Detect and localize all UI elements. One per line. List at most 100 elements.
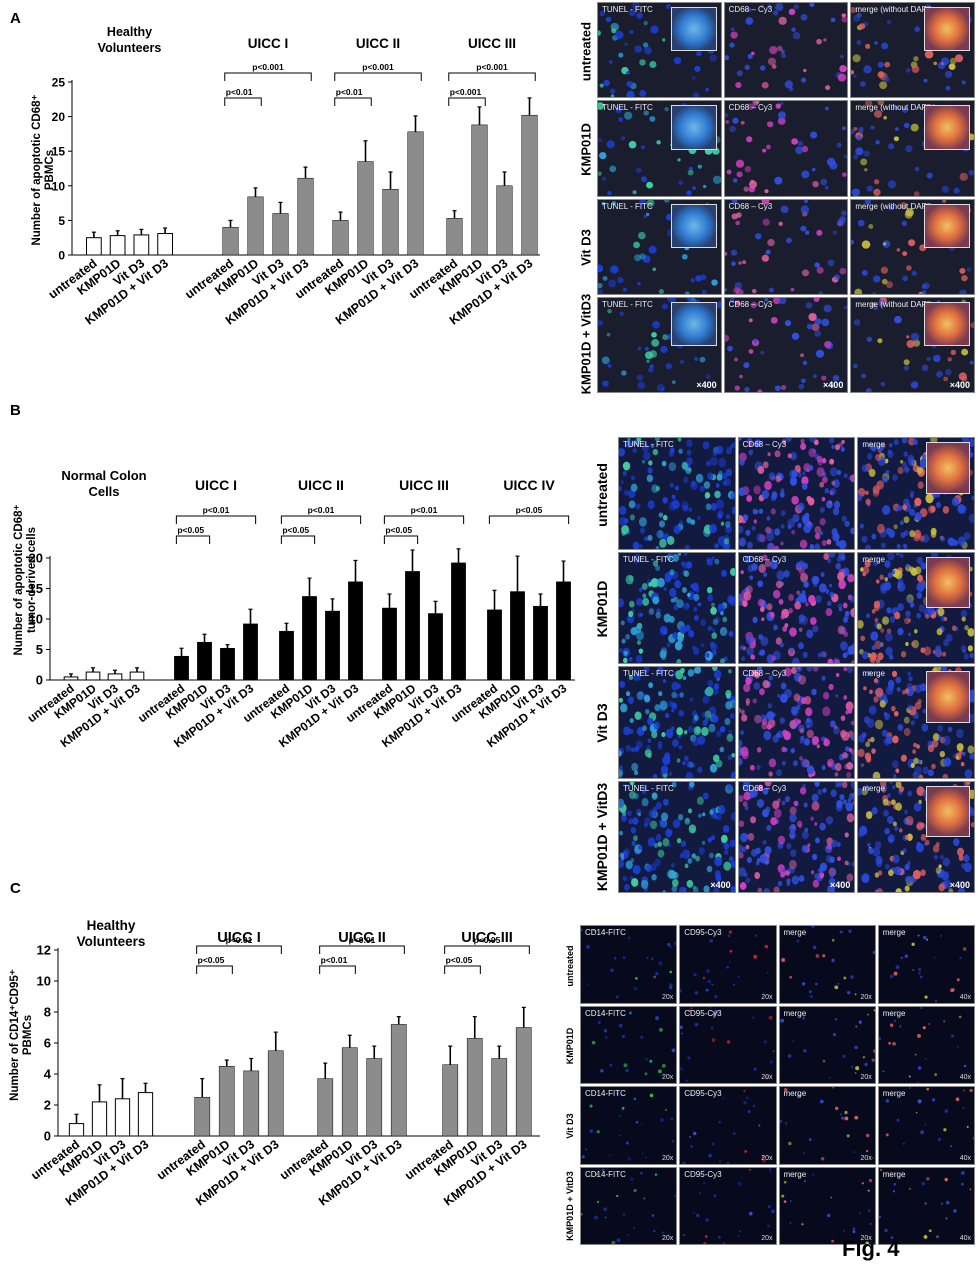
magnification-label: ×400	[823, 380, 844, 390]
cell-nucleus	[908, 1187, 911, 1190]
cell-nucleus	[730, 885, 735, 892]
cell-nucleus	[704, 716, 709, 722]
cell-nucleus	[728, 729, 732, 735]
cell-nucleus	[862, 239, 871, 249]
cell-nucleus	[766, 824, 772, 831]
cell-nucleus	[822, 691, 829, 700]
cell-nucleus	[885, 469, 890, 475]
cell-nucleus	[780, 541, 784, 546]
y-tick-label: 4	[44, 1067, 52, 1082]
cell-nucleus	[868, 223, 874, 229]
cell-nucleus	[749, 1168, 752, 1171]
cell-nucleus	[873, 1008, 875, 1011]
cell-nucleus	[952, 497, 960, 507]
cell-nucleus	[646, 474, 654, 483]
cell-nucleus	[853, 1115, 858, 1120]
magnified-inset	[926, 442, 970, 494]
cell-nucleus	[873, 305, 879, 310]
cell-nucleus	[638, 517, 647, 527]
cell-nucleus	[960, 1170, 965, 1175]
cell-nucleus	[751, 1016, 755, 1019]
cell-nucleus	[722, 480, 728, 487]
cell-nucleus	[900, 956, 903, 960]
cell-nucleus	[808, 312, 817, 321]
micrograph-channel-label: CD68 – Cy3	[728, 5, 773, 14]
cell-nucleus	[754, 439, 761, 448]
cell-nucleus	[887, 19, 892, 25]
cell-nucleus	[893, 971, 898, 976]
bar	[317, 1078, 334, 1137]
cell-nucleus	[793, 4, 799, 10]
cell-nucleus	[628, 610, 634, 617]
cell-nucleus	[726, 345, 733, 352]
cell-nucleus	[872, 1048, 875, 1053]
micrograph-channel-label: merge	[882, 1089, 906, 1098]
p-value-label: p<0.01	[308, 505, 335, 515]
cell-nucleus	[706, 586, 713, 594]
cell-nucleus	[825, 854, 832, 863]
cell-nucleus	[908, 1075, 911, 1077]
cell-nucleus	[895, 781, 902, 788]
cell-nucleus	[904, 530, 909, 536]
cell-nucleus	[918, 603, 926, 612]
p-value-label: p<0.01	[321, 955, 348, 965]
cell-nucleus	[636, 597, 643, 606]
cell-nucleus	[907, 704, 914, 711]
micrograph-channel-label: TUNEL - FITC	[623, 440, 674, 449]
cell-nucleus	[644, 1057, 648, 1061]
cell-nucleus	[861, 373, 867, 379]
cell-nucleus	[962, 751, 966, 757]
cell-nucleus	[816, 455, 823, 463]
cell-nucleus	[819, 178, 827, 186]
cell-nucleus	[724, 849, 729, 855]
cell-nucleus	[629, 718, 634, 724]
bar	[496, 185, 513, 256]
cell-nucleus	[688, 467, 692, 472]
cell-nucleus	[897, 687, 901, 692]
micrograph-row-label: untreated	[578, 22, 594, 82]
cell-nucleus	[840, 715, 845, 721]
cell-nucleus	[820, 1156, 824, 1161]
cell-nucleus	[926, 1087, 929, 1091]
cell-nucleus	[950, 1033, 954, 1037]
cell-nucleus	[871, 806, 879, 814]
cell-nucleus	[786, 842, 792, 849]
cell-nucleus	[789, 1221, 791, 1224]
cell-nucleus	[667, 297, 677, 303]
cell-nucleus	[821, 496, 826, 502]
cell-nucleus	[728, 126, 736, 133]
cell-nucleus	[766, 238, 775, 246]
cell-nucleus	[917, 574, 924, 582]
cell-nucleus	[942, 773, 949, 778]
cell-nucleus	[811, 800, 820, 811]
cell-nucleus	[627, 936, 631, 940]
cell-nucleus	[870, 651, 878, 660]
cell-nucleus	[726, 733, 734, 742]
cell-nucleus	[865, 1133, 869, 1138]
cell-nucleus	[775, 769, 782, 777]
cell-nucleus	[684, 755, 689, 762]
cell-nucleus	[643, 1196, 646, 1199]
cell-nucleus	[622, 657, 628, 663]
cell-nucleus	[935, 644, 942, 652]
cell-nucleus	[639, 199, 646, 205]
cell-nucleus	[805, 717, 811, 724]
cell-nucleus	[743, 590, 751, 601]
cell-nucleus	[850, 754, 855, 763]
cell-nucleus	[714, 855, 723, 866]
p-value-label: p<0.01	[336, 87, 363, 97]
cell-nucleus	[850, 781, 855, 789]
cell-nucleus	[791, 875, 799, 885]
micrograph-row-label: KMP01D	[578, 123, 594, 176]
cell-nucleus	[823, 738, 830, 747]
cell-nucleus	[731, 509, 735, 515]
cell-nucleus	[740, 746, 749, 757]
cell-nucleus	[843, 1116, 848, 1121]
cell-nucleus	[828, 683, 834, 691]
cell-nucleus	[958, 854, 964, 861]
cell-nucleus	[674, 1194, 677, 1197]
cell-nucleus	[864, 559, 872, 567]
cell-nucleus	[744, 17, 753, 25]
scale-label: 20x	[860, 1074, 872, 1081]
cell-nucleus	[653, 975, 657, 979]
